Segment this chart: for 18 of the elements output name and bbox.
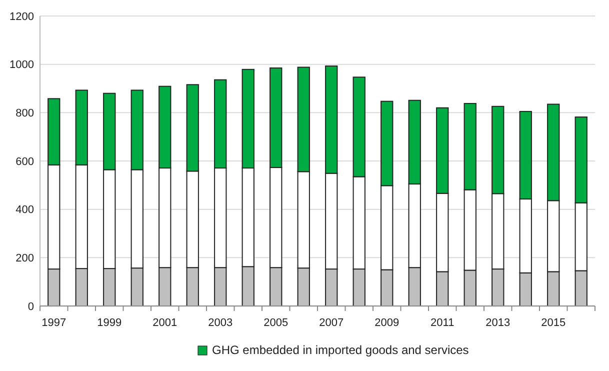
y-tick-label: 0 [28,300,34,313]
x-tick-label: 1999 [97,317,122,329]
y-tick-label: 600 [16,156,34,168]
x-tick-label: 1997 [42,317,66,329]
y-tick-label: 1200 [10,10,34,23]
legend-label: GHG embedded in imported goods and services [212,343,469,357]
y-tick-label: 400 [16,204,34,216]
x-tick-label: 2011 [430,317,454,329]
x-tick-label: 2007 [319,317,344,329]
x-tick-label: 2005 [264,317,288,329]
x-tick-label: 2015 [541,317,566,329]
y-tick-label: 200 [16,252,34,265]
y-tick-label: 1000 [10,59,34,72]
x-tick-label: 2003 [208,317,233,329]
x-tick-label: 2009 [374,317,400,329]
x-tick-label: 2001 [152,317,178,329]
x-tick-label: 2013 [486,317,510,329]
y-tick-label: 800 [16,108,34,120]
